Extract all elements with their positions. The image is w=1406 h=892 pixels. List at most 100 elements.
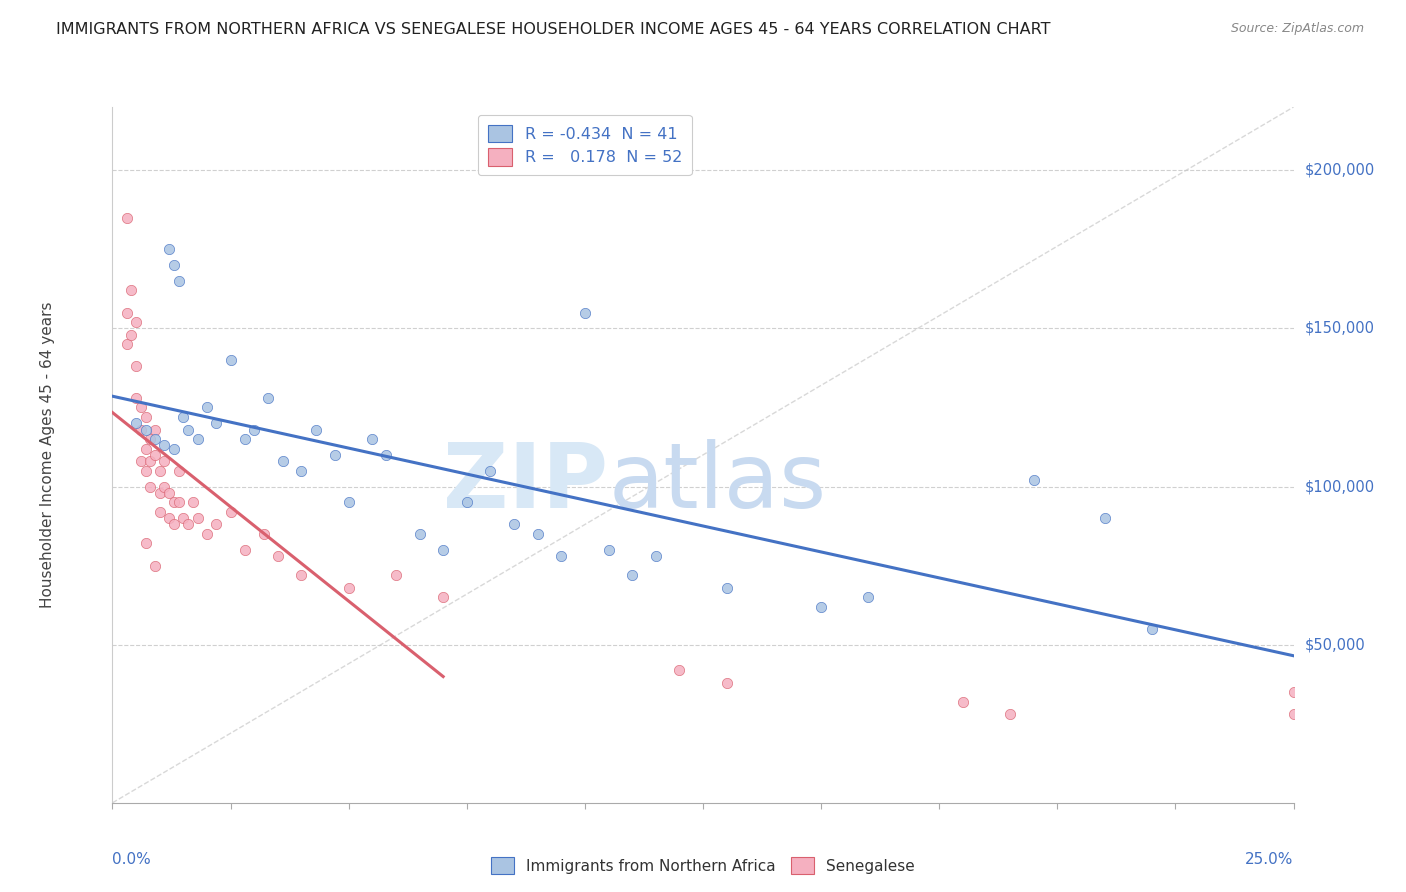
Point [337,581,360,595]
Point [243,423,266,437]
Point [139,432,162,446]
Point [125,315,148,329]
Point [143,432,166,446]
Point [157,243,180,257]
Text: $100,000: $100,000 [1305,479,1375,494]
Point [143,448,166,462]
Point [257,391,280,405]
Point [135,442,157,456]
Text: ZIP: ZIP [443,439,609,527]
Point [253,527,276,541]
Point [361,432,384,446]
Point [125,417,148,431]
Point [621,568,644,582]
Point [139,479,162,493]
Text: IMMIGRANTS FROM NORTHERN AFRICA VS SENEGALESE HOUSEHOLDER INCOME AGES 45 - 64 YE: IMMIGRANTS FROM NORTHERN AFRICA VS SENEG… [56,22,1050,37]
Point [304,423,326,437]
Point [323,448,346,462]
Point [205,517,228,532]
Point [716,581,738,595]
Point [167,464,190,478]
Point [172,409,194,424]
Point [1140,622,1163,636]
Point [153,438,176,452]
Point [219,505,242,519]
Point [129,454,152,468]
Point [167,274,190,288]
Point [267,549,290,563]
Point [153,454,176,468]
Point [290,568,312,582]
Point [810,599,832,614]
Point [271,454,294,468]
Point [432,591,454,605]
Point [172,511,194,525]
Point [129,423,152,437]
Point [163,258,186,272]
Point [125,391,148,405]
Point [135,464,157,478]
Point [526,527,548,541]
Point [149,505,172,519]
Point [1022,473,1045,487]
Text: $50,000: $50,000 [1305,637,1365,652]
Text: Source: ZipAtlas.com: Source: ZipAtlas.com [1230,22,1364,36]
Point [149,464,172,478]
Point [219,353,242,368]
Point [337,495,360,509]
Point [195,401,218,415]
Point [177,517,200,532]
Point [233,542,256,557]
Text: 0.0%: 0.0% [112,852,152,866]
Point [135,423,157,437]
Point [233,432,256,446]
Point [385,568,408,582]
Point [120,284,142,298]
Point [186,511,208,525]
Point [1282,685,1305,699]
Point [115,337,138,351]
Point [120,327,142,342]
Point [157,486,180,500]
Point [644,549,666,563]
Point [456,495,478,509]
Point [375,448,398,462]
Legend: Immigrants from Northern Africa, Senegalese: Immigrants from Northern Africa, Senegal… [485,851,921,880]
Point [952,695,974,709]
Point [163,442,186,456]
Point [998,707,1021,722]
Point [290,464,312,478]
Point [135,409,157,424]
Text: 25.0%: 25.0% [1246,852,1294,866]
Text: Householder Income Ages 45 - 64 years: Householder Income Ages 45 - 64 years [39,301,55,608]
Point [143,423,166,437]
Point [153,479,176,493]
Point [135,536,157,550]
Point [143,558,166,573]
Point [167,495,190,509]
Point [479,464,502,478]
Point [574,305,596,319]
Point [858,591,880,605]
Legend: R = -0.434  N = 41, R =   0.178  N = 52: R = -0.434 N = 41, R = 0.178 N = 52 [478,115,692,176]
Point [503,517,526,532]
Point [163,495,186,509]
Point [598,542,620,557]
Point [1282,707,1305,722]
Point [163,517,186,532]
Point [115,211,138,225]
Point [181,495,204,509]
Point [177,423,200,437]
Text: $200,000: $200,000 [1305,163,1375,178]
Point [139,454,162,468]
Point [668,663,690,677]
Point [186,432,208,446]
Point [716,675,738,690]
Point [408,527,430,541]
Point [129,401,152,415]
Point [115,305,138,319]
Point [195,527,218,541]
Text: atlas: atlas [609,439,827,527]
Point [1094,511,1116,525]
Point [550,549,572,563]
